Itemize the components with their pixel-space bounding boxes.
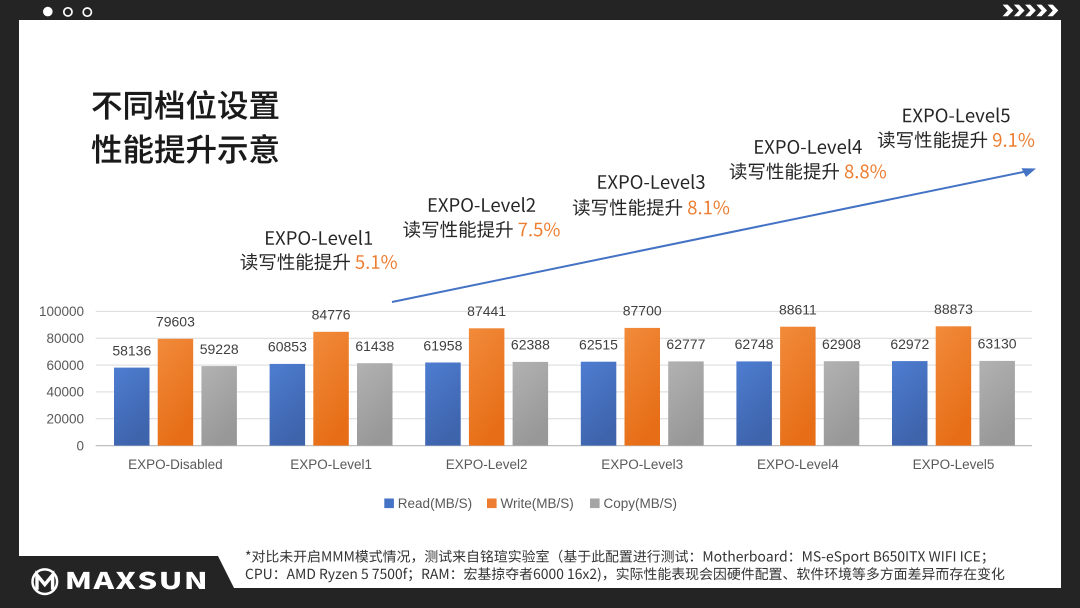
svg-text:58136: 58136 [112,342,151,358]
svg-text:62908: 62908 [822,336,861,352]
svg-text:88611: 88611 [779,302,817,318]
svg-text:62777: 62777 [666,336,705,352]
svg-text:Copy(MB/S): Copy(MB/S) [604,496,678,511]
svg-text:Read(MB/S): Read(MB/S) [398,496,472,511]
svg-text:40000: 40000 [46,385,84,400]
svg-text:88873: 88873 [934,301,973,317]
svg-text:EXPO-Level4: EXPO-Level4 [757,457,839,472]
svg-text:62388: 62388 [511,337,550,353]
svg-text:63130: 63130 [978,336,1017,352]
svg-text:79603: 79603 [156,314,195,330]
svg-text:61958: 61958 [423,337,462,353]
svg-text:0: 0 [76,438,84,453]
svg-text:59228: 59228 [200,341,239,357]
svg-text:87441: 87441 [467,303,506,319]
svg-text:60853: 60853 [268,339,307,355]
svg-text:62515: 62515 [579,337,618,353]
svg-text:Write(MB/S): Write(MB/S) [501,496,574,511]
svg-text:61438: 61438 [355,338,394,354]
svg-text:EXPO-Level2: EXPO-Level2 [446,457,528,472]
svg-text:100000: 100000 [39,304,84,319]
svg-text:EXPO-Level3: EXPO-Level3 [601,457,683,472]
svg-text:87700: 87700 [623,303,662,319]
svg-text:84776: 84776 [312,307,351,323]
svg-text:62748: 62748 [735,336,774,352]
svg-text:80000: 80000 [46,331,84,346]
svg-text:EXPO-Disabled: EXPO-Disabled [128,457,223,472]
svg-text:EXPO-Level5: EXPO-Level5 [913,457,995,472]
svg-text:62972: 62972 [890,336,929,352]
svg-text:60000: 60000 [46,358,84,373]
svg-text:EXPO-Level1: EXPO-Level1 [290,457,372,472]
svg-text:20000: 20000 [46,412,84,427]
